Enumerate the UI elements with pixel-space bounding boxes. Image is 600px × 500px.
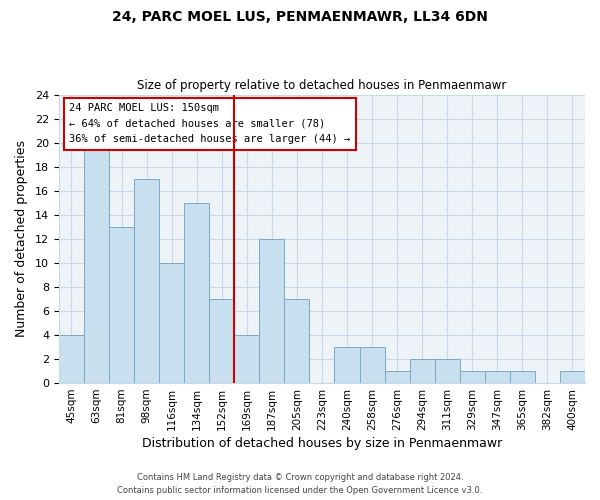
Bar <box>385 371 410 383</box>
Text: 24, PARC MOEL LUS, PENMAENMAWR, LL34 6DN: 24, PARC MOEL LUS, PENMAENMAWR, LL34 6DN <box>112 10 488 24</box>
Bar <box>560 371 585 383</box>
Bar <box>234 335 259 383</box>
Bar <box>134 178 159 383</box>
Text: 24 PARC MOEL LUS: 150sqm
← 64% of detached houses are smaller (78)
36% of semi-d: 24 PARC MOEL LUS: 150sqm ← 64% of detach… <box>70 103 350 144</box>
Bar <box>159 263 184 383</box>
Bar <box>334 347 359 383</box>
Bar <box>209 299 234 383</box>
Bar <box>434 359 460 383</box>
Bar <box>84 142 109 383</box>
Bar <box>284 299 310 383</box>
X-axis label: Distribution of detached houses by size in Penmaenmawr: Distribution of detached houses by size … <box>142 437 502 450</box>
Bar <box>59 335 84 383</box>
Bar <box>460 371 485 383</box>
Y-axis label: Number of detached properties: Number of detached properties <box>15 140 28 338</box>
Bar <box>485 371 510 383</box>
Bar <box>410 359 434 383</box>
Bar <box>259 239 284 383</box>
Bar <box>359 347 385 383</box>
Bar <box>109 227 134 383</box>
Title: Size of property relative to detached houses in Penmaenmawr: Size of property relative to detached ho… <box>137 79 506 92</box>
Text: Contains HM Land Registry data © Crown copyright and database right 2024.
Contai: Contains HM Land Registry data © Crown c… <box>118 474 482 495</box>
Bar <box>184 202 209 383</box>
Bar <box>510 371 535 383</box>
